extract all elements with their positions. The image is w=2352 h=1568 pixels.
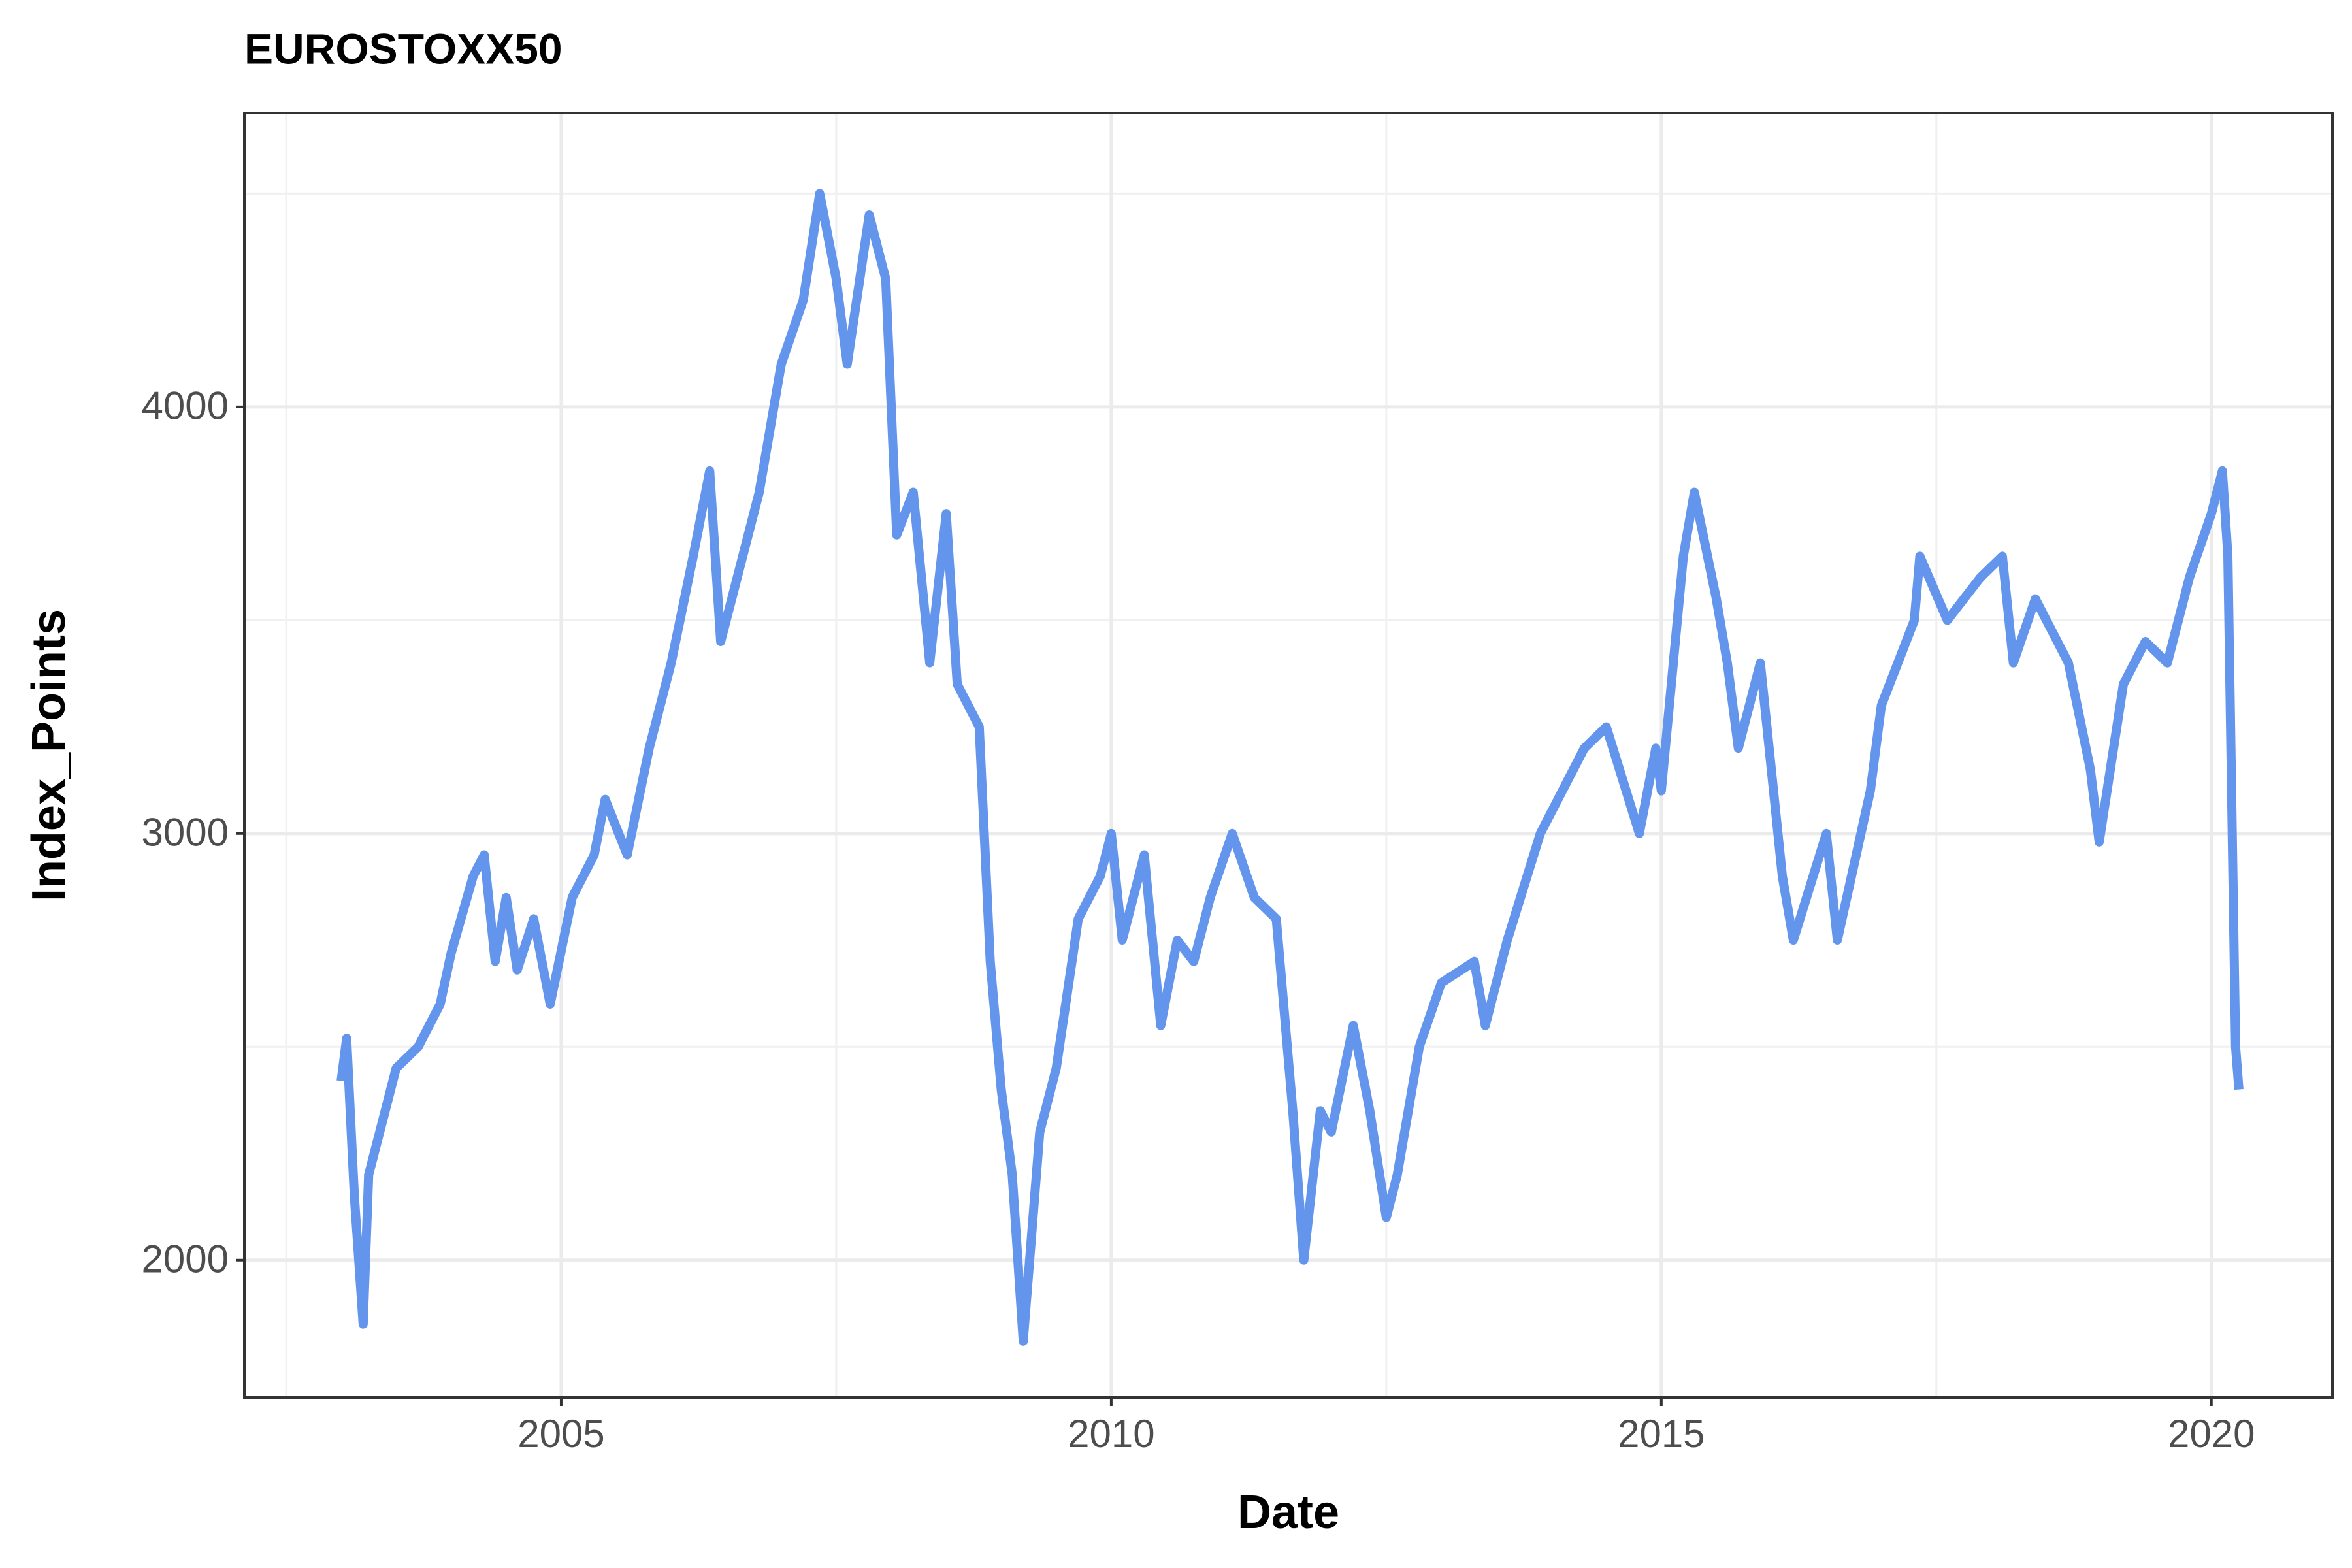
y-tick-label: 3000 (142, 811, 229, 855)
x-tick-label: 2005 (517, 1412, 604, 1456)
x-axis-title: Date (1237, 1486, 1339, 1539)
series-line (336, 189, 2244, 1346)
chart-title: EUROSTOXX50 (244, 24, 563, 73)
y-tick-label: 2000 (142, 1237, 229, 1281)
panel-border (243, 112, 2334, 1399)
x-tick-label: 2015 (1618, 1412, 1705, 1456)
y-axis-title: Index_Points (23, 609, 75, 902)
y-tick-label: 4000 (142, 384, 229, 428)
x-tick-label: 2010 (1068, 1412, 1154, 1456)
x-tick-label: 2020 (2168, 1412, 2255, 1456)
